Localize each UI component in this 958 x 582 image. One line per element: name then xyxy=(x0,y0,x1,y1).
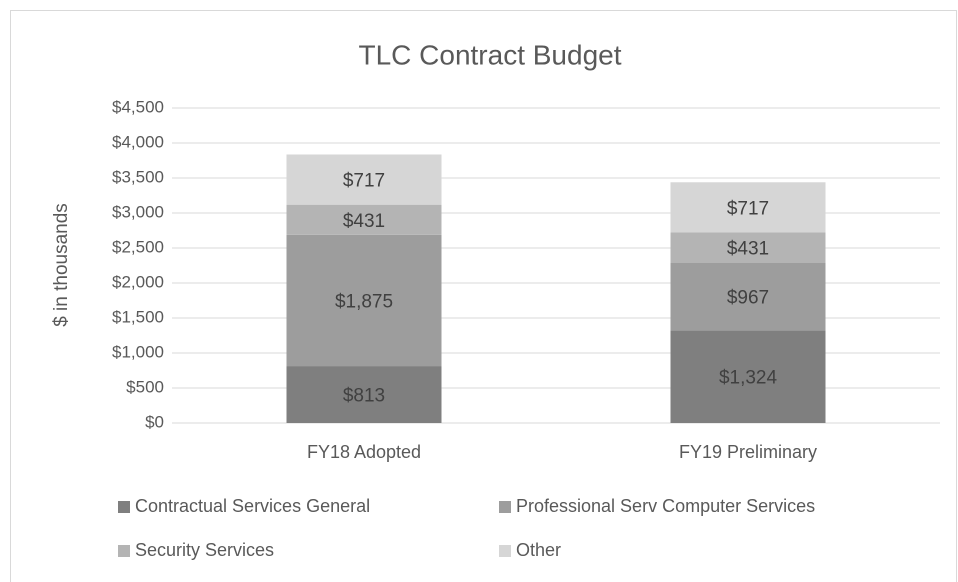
y-tick-label: $0 xyxy=(145,412,164,431)
bar-segment xyxy=(286,366,442,423)
legend-label: Other xyxy=(516,540,561,560)
y-tick-label: $3,500 xyxy=(112,167,164,186)
bar-segment xyxy=(670,262,826,331)
legend-swatch xyxy=(499,501,511,513)
data-label: $813 xyxy=(343,386,385,407)
bar-segment xyxy=(670,232,826,263)
y-axis-label: $ in thousands xyxy=(51,203,72,327)
data-label: $717 xyxy=(727,198,769,219)
data-label: $967 xyxy=(727,287,769,308)
legend-swatch xyxy=(118,501,130,513)
bar-segment xyxy=(286,234,442,367)
bar-segment xyxy=(670,330,826,423)
y-tick-label: $2,500 xyxy=(112,237,164,256)
data-label: $1,324 xyxy=(719,368,778,389)
y-tick-label: $500 xyxy=(126,377,164,396)
y-tick-label: $1,500 xyxy=(112,307,164,326)
y-tick-label: $2,000 xyxy=(112,272,164,291)
legend-swatch xyxy=(499,545,511,557)
legend-label: Professional Serv Computer Services xyxy=(516,496,815,516)
legend-swatch xyxy=(118,545,130,557)
data-label: $431 xyxy=(727,239,769,260)
bar-segment xyxy=(670,182,826,233)
y-tick-label: $4,000 xyxy=(112,132,164,151)
legend-label: Contractual Services General xyxy=(135,496,370,516)
y-tick-label: $3,000 xyxy=(112,202,164,221)
y-tick-label: $4,500 xyxy=(112,97,164,116)
chart-title: TLC Contract Budget xyxy=(358,39,621,70)
data-label: $1,875 xyxy=(335,291,393,312)
x-tick-label: FY18 Adopted xyxy=(307,442,421,462)
data-label: $717 xyxy=(343,171,385,192)
x-tick-label: FY19 Preliminary xyxy=(679,442,817,462)
bar-segment xyxy=(286,154,442,205)
data-label: $431 xyxy=(343,211,385,232)
legend-label: Security Services xyxy=(135,540,274,560)
bar-segment xyxy=(286,204,442,235)
y-tick-label: $1,000 xyxy=(112,342,164,361)
